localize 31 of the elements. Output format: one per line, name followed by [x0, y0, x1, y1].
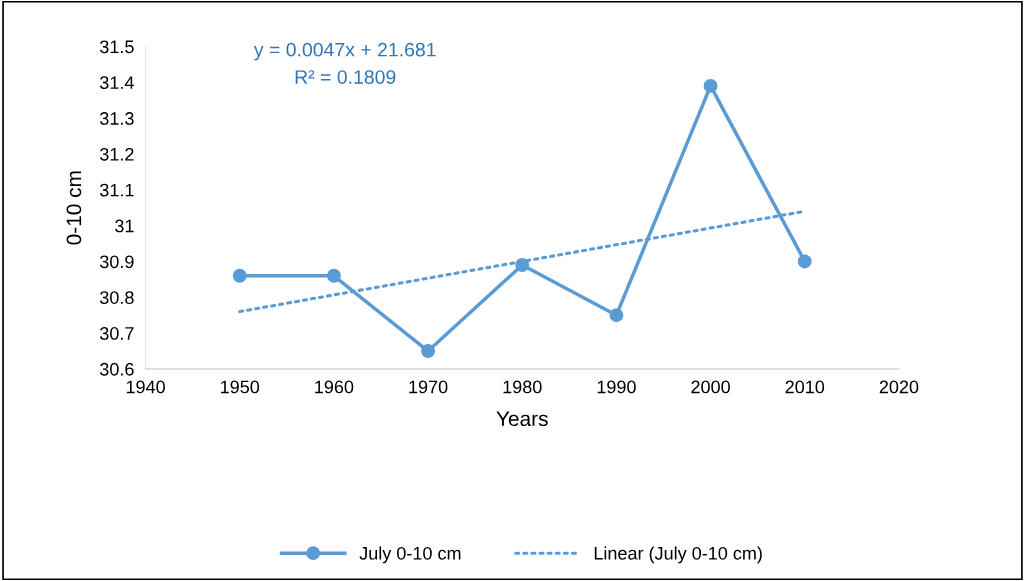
annotation: y = 0.0047x + 21.681 [253, 42, 436, 61]
x-tick-label: 1960 [315, 380, 354, 394]
y-tick-label: 30.9 [99, 255, 134, 269]
y-tick-label: 30.6 [99, 362, 134, 376]
y-axis-title: 0-10 cm [66, 171, 82, 245]
y-tick-label: 31.1 [99, 183, 134, 197]
y-tick-label: 31.2 [99, 147, 134, 161]
y-tick-label: 31.4 [99, 76, 134, 90]
point [326, 268, 341, 283]
y-tick-label: 31 [115, 219, 134, 233]
x-tick-label: 1950 [221, 380, 260, 394]
point [703, 78, 718, 93]
x-tick-label: 1940 [126, 380, 165, 394]
legend-label: Linear (July 0-10 cm) [594, 546, 762, 564]
x-tick-label: 2010 [785, 380, 825, 394]
x-tick-label: 1980 [503, 380, 542, 394]
point [232, 268, 247, 283]
point [421, 344, 436, 358]
y-tick-label: 30.7 [99, 327, 134, 340]
x-tick-label: 1970 [409, 380, 448, 394]
y-tick-label: 30.8 [99, 291, 134, 304]
y-tick-label: 31.5 [99, 40, 134, 54]
x-tick-label: 1990 [597, 380, 636, 394]
x-tick-label: 2000 [691, 380, 730, 394]
point [609, 308, 624, 323]
x-tick-label: 2020 [879, 380, 919, 394]
legend-label: July 0-10 cm [359, 546, 461, 564]
annotation: R² = 0.1809 [295, 70, 396, 84]
y-tick-label: 31.3 [99, 112, 134, 125]
point [797, 254, 812, 269]
x-axis-title: Years [496, 411, 548, 427]
